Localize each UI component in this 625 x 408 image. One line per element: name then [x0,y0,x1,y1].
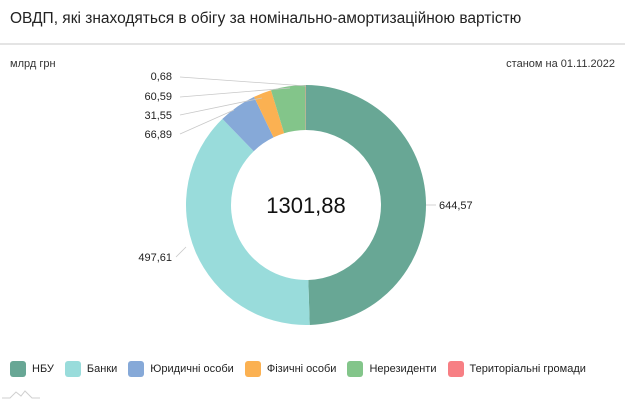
legend-label: НБУ [32,363,54,375]
watermark-logo-icon [2,390,40,399]
total-value: 1301,88 [266,193,346,218]
slice-2[interactable] [222,96,274,152]
header-divider [0,43,625,45]
as-of-date: станом на 01.11.2022 [506,58,615,70]
label-banks: 497,61 [138,252,172,264]
legend-item-individuals[interactable]: Фізичні особи [244,361,337,377]
legend-swatch [10,361,26,377]
unit-label: млрд грн [10,58,56,70]
legend-swatch [64,361,81,377]
label-nonresidents: 60,59 [144,91,172,103]
label-communities: 0,68 [151,71,172,83]
legend-label: Фізичні особи [266,363,337,375]
label-individuals: 31,55 [144,110,172,122]
legend-swatch [128,361,145,377]
slice-4[interactable] [271,85,306,134]
label-legal-entities: 66,89 [144,129,172,141]
slice-1[interactable] [185,118,310,325]
label-nbu: 644,57 [439,200,473,212]
chart-title: ОВДП, які знаходяться в обігу за номінал… [10,10,522,27]
legend-item-legal-entities[interactable]: Юридичні особи [128,361,234,377]
legend-label: Нерезиденти [369,363,437,375]
legend-item-communities[interactable]: Територіальні громади [447,361,586,377]
legend: НБУ Банки Юридичні особи Фізичні особи Н… [10,361,597,377]
leader-lines [175,76,436,258]
legend-swatch [347,361,364,377]
legend-label: Юридичні особи [150,363,234,375]
slice-3[interactable] [254,90,285,138]
legend-item-nbu[interactable]: НБУ [10,361,54,377]
legend-swatch [447,361,464,377]
donut-chart: 1301,88 644,57 497,61 66,89 31,55 60,59 … [138,71,473,325]
slice-0[interactable] [306,85,427,325]
legend-swatch [244,361,261,377]
donut-slices [185,85,427,325]
legend-label: Територіальні громади [469,363,586,375]
legend-item-nonresidents[interactable]: Нерезиденти [347,361,437,377]
legend-label: Банки [86,363,118,375]
legend-item-banks[interactable]: Банки [64,361,118,377]
